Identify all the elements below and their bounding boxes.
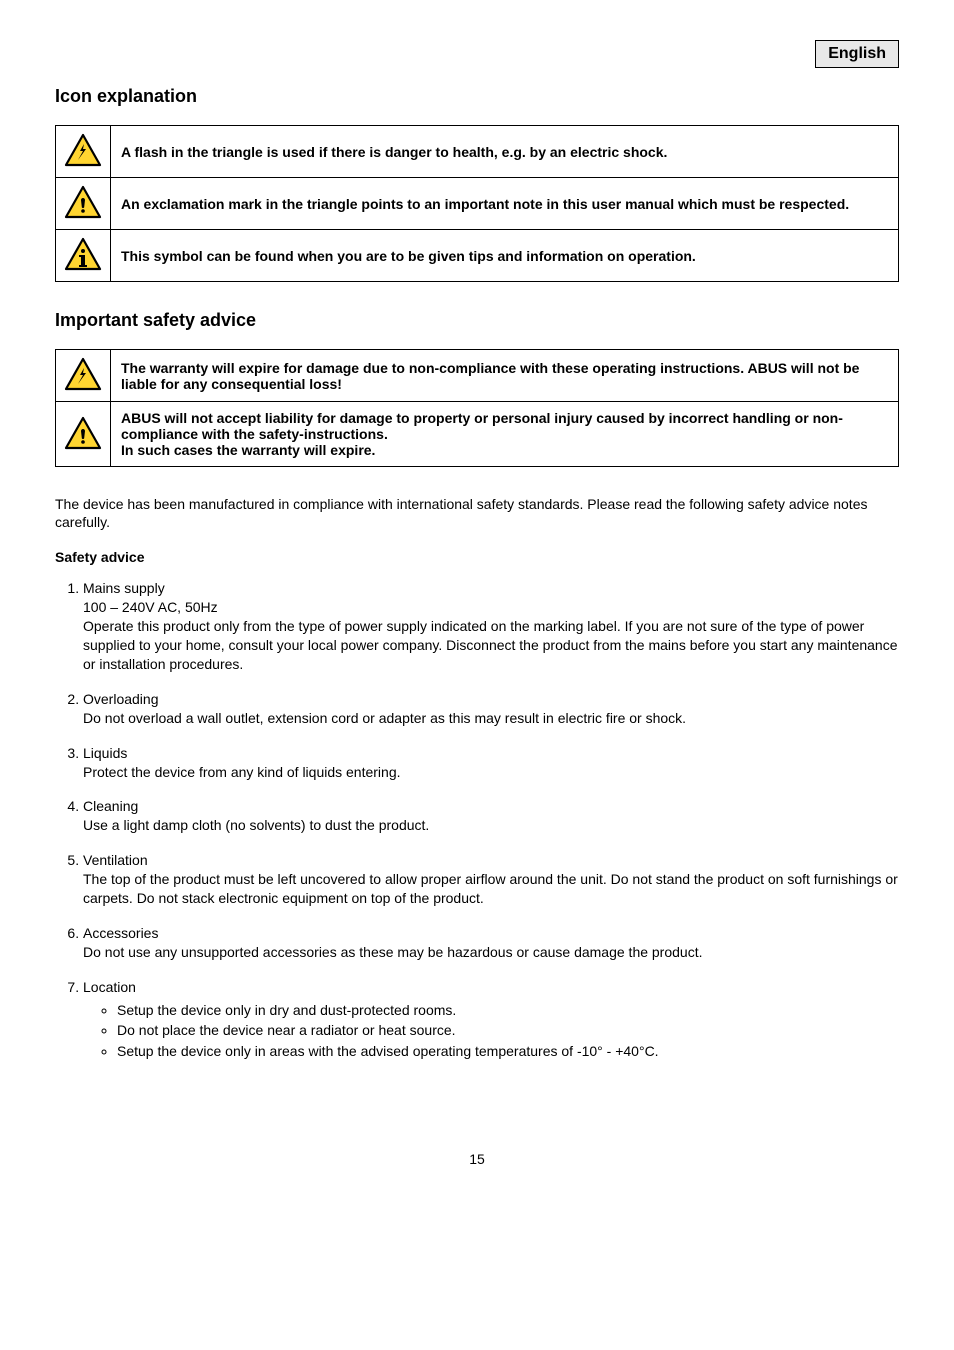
table-row: ABUS will not accept liability for damag…: [56, 402, 899, 467]
icon-explanation-icon-info: [56, 230, 111, 282]
icon-explanation-table: A flash in the triangle is used if there…: [55, 125, 899, 282]
safety-item-title: Location: [83, 979, 136, 995]
table-row: This symbol can be found when you are to…: [56, 230, 899, 282]
table-row: The warranty will expire for damage due …: [56, 350, 899, 402]
safety-warning-table: The warranty will expire for damage due …: [55, 349, 899, 467]
safety-item-line: Operate this product only from the type …: [83, 618, 898, 672]
safety-item: Location Setup the device only in dry and…: [83, 978, 899, 1062]
safety-advice-heading: Safety advice: [55, 549, 899, 565]
icon-explanation-icon-exclaim: [56, 178, 111, 230]
safety-item-line: Use a light damp cloth (no solvents) to …: [83, 817, 429, 833]
safety-item-title: Ventilation: [83, 852, 148, 868]
safety-warning-text: ABUS will not accept liability for damag…: [111, 402, 899, 467]
safety-item-line: Protect the device from any kind of liqu…: [83, 764, 401, 780]
safety-intro-text: The device has been manufactured in comp…: [55, 495, 899, 531]
safety-bullet: Setup the device only in dry and dust-pr…: [117, 1001, 899, 1020]
icon-explanation-text: A flash in the triangle is used if there…: [111, 126, 899, 178]
safety-warning-icon-exclaim: [56, 402, 111, 467]
page-number: 15: [55, 1151, 899, 1167]
safety-item-line: Do not overload a wall outlet, extension…: [83, 710, 686, 726]
icon-explanation-icon-bolt: [56, 126, 111, 178]
safety-item: Overloading Do not overload a wall outlet…: [83, 690, 899, 728]
icon-explanation-text: An exclamation mark in the triangle poin…: [111, 178, 899, 230]
safety-item-title: Liquids: [83, 745, 127, 761]
safety-item-line: Do not use any unsupported accessories a…: [83, 944, 703, 960]
safety-advice-list: Mains supply 100 – 240V AC, 50Hz Operate t…: [55, 579, 899, 1061]
safety-item-title: Overloading: [83, 691, 159, 707]
safety-item: Accessories Do not use any unsupported ac…: [83, 924, 899, 962]
section-title-icon-explanation: Icon explanation: [55, 68, 899, 107]
language-badge: English: [815, 40, 899, 68]
table-row: An exclamation mark in the triangle poin…: [56, 178, 899, 230]
safety-bullet: Do not place the device near a radiator …: [117, 1021, 899, 1040]
safety-item: Ventilation The top of the product must b…: [83, 851, 899, 908]
table-row: A flash in the triangle is used if there…: [56, 126, 899, 178]
safety-warning-text: The warranty will expire for damage due …: [111, 350, 899, 402]
safety-item-title: Accessories: [83, 925, 158, 941]
safety-bullet: Setup the device only in areas with the …: [117, 1042, 899, 1061]
icon-explanation-text: This symbol can be found when you are to…: [111, 230, 899, 282]
safety-warning-icon-bolt: [56, 350, 111, 402]
section-title-safety: Important safety advice: [55, 310, 899, 331]
safety-item-line: 100 – 240V AC, 50Hz: [83, 599, 218, 615]
safety-item-bullets: Setup the device only in dry and dust-pr…: [83, 1001, 899, 1062]
safety-item: Mains supply 100 – 240V AC, 50Hz Operate t…: [83, 579, 899, 673]
safety-item: Cleaning Use a light damp cloth (no solve…: [83, 797, 899, 835]
safety-item-line: The top of the product must be left unco…: [83, 871, 898, 906]
safety-item-title: Mains supply: [83, 580, 165, 596]
safety-item-title: Cleaning: [83, 798, 138, 814]
safety-item: Liquids Protect the device from any kind …: [83, 744, 899, 782]
